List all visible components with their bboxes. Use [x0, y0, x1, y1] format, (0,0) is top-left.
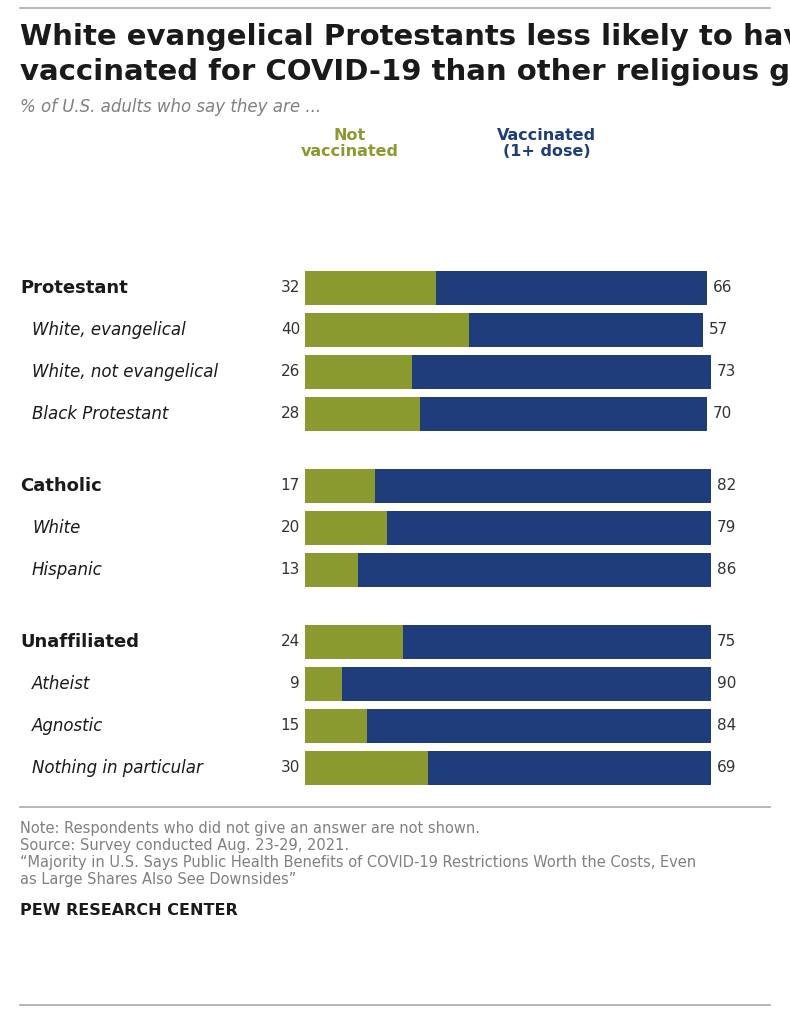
Text: White, evangelical: White, evangelical: [32, 321, 186, 339]
Text: vaccinated: vaccinated: [301, 144, 399, 159]
Bar: [469, 313, 702, 347]
Text: Unaffiliated: Unaffiliated: [20, 633, 139, 651]
Text: 90: 90: [717, 676, 736, 692]
Text: 26: 26: [280, 364, 300, 380]
Text: Nothing in particular: Nothing in particular: [32, 759, 203, 777]
Text: Black Protestant: Black Protestant: [32, 405, 168, 422]
Text: 40: 40: [280, 322, 300, 338]
Text: Vaccinated: Vaccinated: [498, 128, 596, 143]
Bar: [342, 667, 711, 701]
Text: 9: 9: [290, 676, 300, 692]
Text: as Large Shares Also See Downsides”: as Large Shares Also See Downsides”: [20, 872, 296, 887]
Text: 82: 82: [717, 479, 736, 493]
Text: 69: 69: [717, 760, 736, 775]
Bar: [404, 625, 711, 659]
Text: 28: 28: [280, 406, 300, 421]
Text: (1+ dose): (1+ dose): [503, 144, 591, 159]
Text: 73: 73: [717, 364, 736, 380]
Text: 20: 20: [280, 521, 300, 535]
Text: vaccinated for COVID-19 than other religious groups: vaccinated for COVID-19 than other relig…: [20, 58, 790, 86]
Text: 57: 57: [709, 322, 728, 338]
Text: 79: 79: [717, 521, 736, 535]
Text: White evangelical Protestants less likely to have been: White evangelical Protestants less likel…: [20, 23, 790, 51]
Text: 84: 84: [717, 718, 736, 733]
Bar: [367, 709, 711, 743]
Text: 24: 24: [280, 634, 300, 650]
Text: 32: 32: [280, 280, 300, 296]
Bar: [419, 397, 707, 431]
Bar: [305, 553, 359, 587]
Bar: [305, 271, 436, 305]
Text: Hispanic: Hispanic: [32, 561, 103, 579]
Bar: [305, 512, 387, 545]
Bar: [428, 751, 711, 785]
Bar: [387, 512, 711, 545]
Text: Atheist: Atheist: [32, 675, 90, 693]
Bar: [305, 751, 428, 785]
Text: White: White: [32, 519, 81, 537]
Text: 17: 17: [280, 479, 300, 493]
Bar: [305, 625, 404, 659]
Text: 30: 30: [280, 760, 300, 775]
Text: Protestant: Protestant: [20, 279, 128, 297]
Text: 75: 75: [717, 634, 736, 650]
Text: PEW RESEARCH CENTER: PEW RESEARCH CENTER: [20, 903, 238, 918]
Bar: [305, 313, 469, 347]
Text: Note: Respondents who did not give an answer are not shown.: Note: Respondents who did not give an an…: [20, 821, 480, 836]
Text: Source: Survey conducted Aug. 23-29, 2021.: Source: Survey conducted Aug. 23-29, 202…: [20, 838, 349, 853]
Bar: [305, 355, 412, 389]
Text: 70: 70: [713, 406, 732, 421]
Bar: [305, 709, 367, 743]
Bar: [305, 667, 342, 701]
Bar: [412, 355, 711, 389]
Bar: [436, 271, 707, 305]
Text: 66: 66: [713, 280, 732, 296]
Text: 86: 86: [717, 563, 736, 578]
Text: Agnostic: Agnostic: [32, 717, 103, 735]
Text: 15: 15: [280, 718, 300, 733]
Text: 13: 13: [280, 563, 300, 578]
Text: “Majority in U.S. Says Public Health Benefits of COVID-19 Restrictions Worth the: “Majority in U.S. Says Public Health Ben…: [20, 855, 696, 870]
Text: White, not evangelical: White, not evangelical: [32, 363, 218, 381]
Text: Catholic: Catholic: [20, 477, 102, 495]
Bar: [305, 469, 374, 503]
Bar: [305, 397, 419, 431]
Bar: [374, 469, 711, 503]
Text: % of U.S. adults who say they are ...: % of U.S. adults who say they are ...: [20, 98, 321, 116]
Bar: [359, 553, 711, 587]
Text: Not: Not: [334, 128, 367, 143]
